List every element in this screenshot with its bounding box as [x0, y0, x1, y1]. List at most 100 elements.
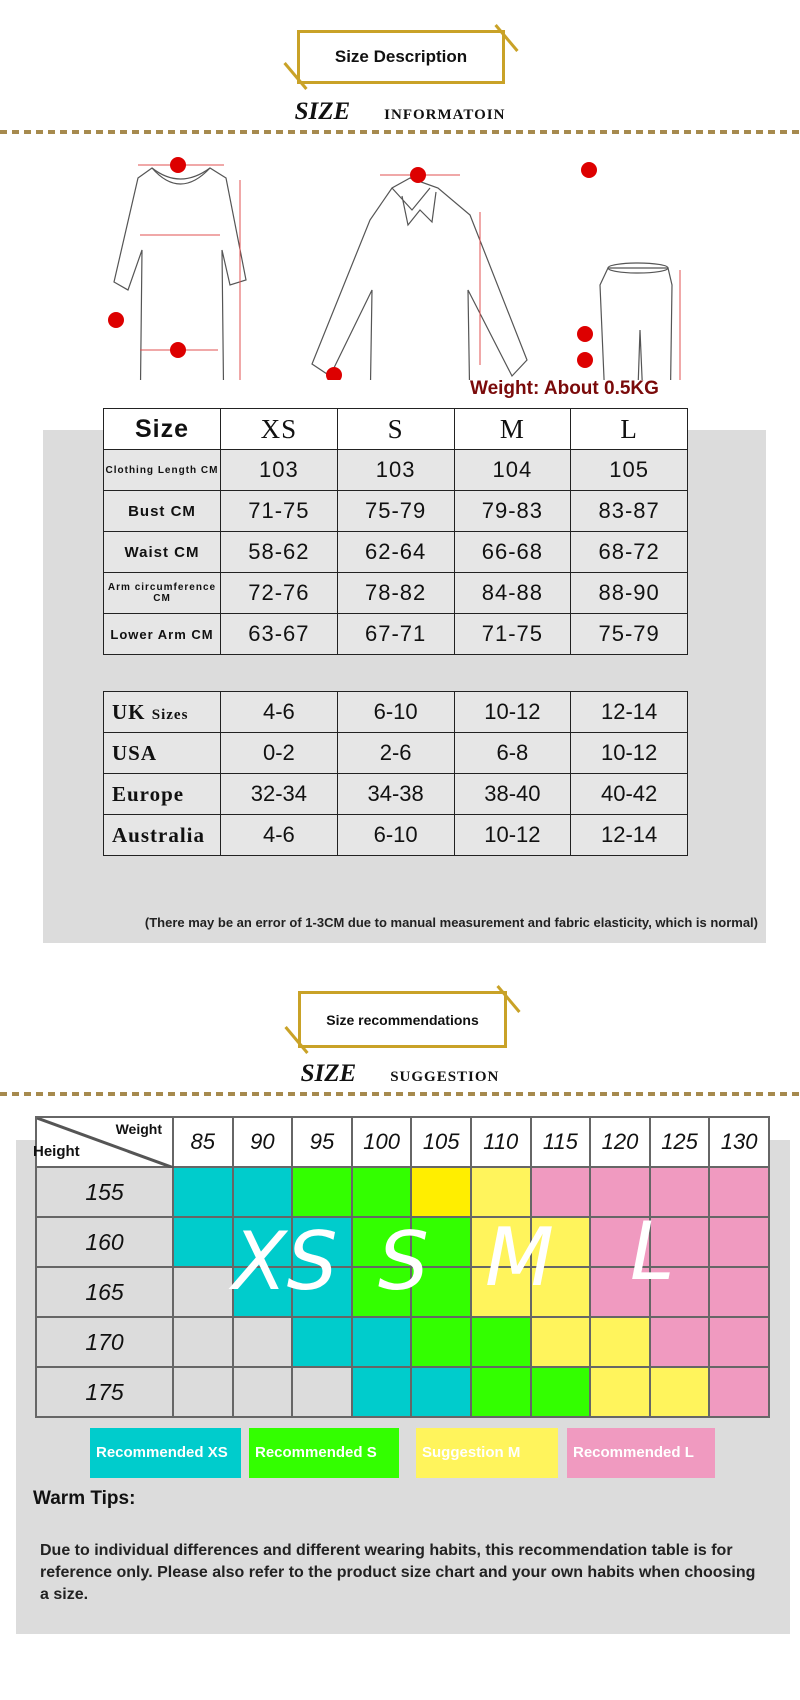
cell: 75-79	[570, 613, 688, 655]
cell: 78-82	[336, 572, 455, 614]
recommendation-grid: Weight Height 85 90 95 100 105 110 115 120 125 130 1…	[33, 1116, 770, 1418]
heading-big: SIZE	[300, 1060, 357, 1087]
table-header-row: Size XS S M L	[103, 408, 688, 450]
grid-cell	[529, 1366, 592, 1418]
cell: 103	[220, 449, 338, 491]
table-row: Lower Arm CM 63-67 67-71 71-75 75-79	[103, 613, 688, 655]
table-row: Clothing Length CM 103 103 104 105	[103, 449, 688, 491]
dotted-divider	[0, 1092, 800, 1096]
table-row: Arm circumference CM 72-76 78-82 84-88 88-90	[103, 572, 688, 614]
grid-cell	[350, 1216, 413, 1268]
cell: 103	[336, 449, 455, 491]
cell: 105	[570, 449, 688, 491]
row-label: USA	[103, 732, 221, 774]
row-label: Clothing Length CM	[103, 449, 221, 491]
diagonal-line	[37, 1118, 174, 1168]
grid-cell	[648, 1366, 711, 1418]
grid-cell	[469, 1266, 532, 1318]
legend-m: Suggestion M	[416, 1428, 558, 1478]
cell: 6-10	[336, 814, 455, 856]
grid-cell	[529, 1216, 592, 1268]
table-row: Bust CM 71-75 75-79 79-83 83-87	[103, 490, 688, 532]
grid-cell	[648, 1266, 711, 1318]
weight-header: 105	[410, 1116, 472, 1168]
size-information-heading: SIZE INFORMATOIN	[0, 98, 800, 126]
warm-tips-title: Warm Tips:	[33, 1488, 136, 1509]
legend-xs: Recommended XS	[90, 1428, 241, 1478]
cell: 68-72	[570, 531, 688, 573]
measurement-note: (There may be an error of 1-3CM due to m…	[144, 915, 758, 930]
cell: 10-12	[453, 814, 572, 856]
grid-cell	[589, 1366, 651, 1418]
weight-header: 130	[708, 1116, 770, 1168]
cell: 84-88	[453, 572, 572, 614]
grid-row: 155	[35, 1166, 770, 1218]
cell: 88-90	[570, 572, 688, 614]
heading-small: SUGGESTION	[390, 1069, 500, 1085]
warm-tips-text: Due to individual differences and differ…	[40, 1542, 756, 1603]
grid-cell	[708, 1266, 770, 1318]
legend-l: Recommended L	[567, 1428, 715, 1478]
legend-s: Recommended S	[249, 1428, 399, 1478]
cell: 4-6	[220, 814, 338, 856]
grid-cell	[529, 1316, 592, 1368]
height-axis-label: Height	[33, 1143, 80, 1160]
overlay-letter-s: S	[378, 1215, 429, 1308]
cell: 75-79	[336, 490, 455, 532]
table-row: Australia 4-6 6-10 10-12 12-14	[103, 814, 688, 856]
row-label: Europe	[103, 773, 221, 815]
garment-diagrams	[108, 157, 681, 380]
corner-decoration	[496, 985, 521, 1013]
grid-cell	[172, 1366, 234, 1418]
grid-cell	[350, 1316, 413, 1368]
grid-cell	[469, 1216, 532, 1268]
cell: 40-42	[570, 773, 688, 815]
grid-cell	[231, 1266, 294, 1318]
size-recommendations-label: Size recommendations	[326, 1011, 479, 1028]
cell: 72-76	[220, 572, 338, 614]
grid-cell	[708, 1216, 770, 1268]
row-label: Bust CM	[103, 490, 221, 532]
overlay-letter-m: M	[485, 1211, 555, 1304]
grid-cell	[231, 1166, 294, 1218]
cell: 71-75	[453, 613, 572, 655]
grid-cell	[529, 1266, 592, 1318]
grid-row: 165	[35, 1266, 770, 1318]
height-label: 155	[35, 1166, 174, 1218]
header-l: L	[570, 408, 688, 450]
shirt-drawing	[311, 177, 528, 380]
corner-decoration	[284, 1026, 309, 1054]
grid-cell	[410, 1166, 472, 1218]
grid-cell	[291, 1216, 353, 1268]
cell: 62-64	[336, 531, 455, 573]
header-s: S	[336, 408, 455, 450]
grid-cell	[648, 1216, 711, 1268]
grid-cell	[469, 1366, 532, 1418]
weight-header: 95	[291, 1116, 353, 1168]
cell: 10-12	[570, 732, 688, 774]
grid-cell	[708, 1166, 770, 1218]
grid-cell	[350, 1166, 413, 1218]
grid-cell	[708, 1366, 770, 1418]
heading-big: SIZE	[294, 98, 351, 125]
table-row: UK Sizes 4-6 6-10 10-12 12-14	[103, 691, 688, 733]
grid-cell	[231, 1366, 294, 1418]
measure-lines	[138, 164, 681, 380]
table-row: USA 0-2 2-6 6-8 10-12	[103, 732, 688, 774]
cell: 12-14	[570, 814, 688, 856]
grid-cell	[291, 1166, 353, 1218]
table-row: Europe 32-34 34-38 38-40 40-42	[103, 773, 688, 815]
grid-cell	[589, 1316, 651, 1368]
cell: 12-14	[570, 691, 688, 733]
grid-cell	[708, 1316, 770, 1368]
corner-decoration	[283, 62, 308, 90]
grid-cell	[469, 1316, 532, 1368]
grid-cell	[589, 1266, 651, 1318]
grid-cell	[410, 1366, 472, 1418]
grid-cell	[529, 1166, 592, 1218]
header-size: Size	[103, 408, 221, 450]
grid-cell	[589, 1166, 651, 1218]
height-label: 175	[35, 1366, 174, 1418]
cell: 32-34	[220, 773, 338, 815]
measurement-table: Size XS S M L Clothing Length CM 103 103 10…	[103, 408, 688, 655]
